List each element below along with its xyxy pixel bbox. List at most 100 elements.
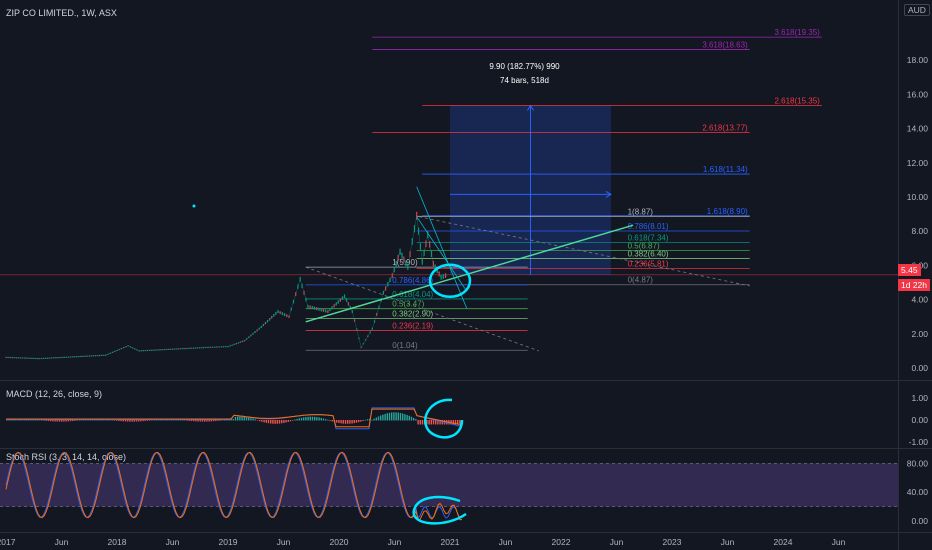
macd-histogram-bar [217, 420, 219, 421]
price-candle [5, 356, 7, 358]
macd-histogram-bar [140, 420, 142, 422]
macd-histogram-bar [252, 418, 254, 421]
macd-histogram-bar [318, 417, 320, 421]
macd-histogram-bar [74, 420, 76, 421]
macd-histogram-bar [215, 420, 217, 422]
macd-histogram-bar [144, 420, 146, 421]
currency-label[interactable]: AUD [904, 4, 930, 16]
x-tick-label: Jun [832, 537, 846, 547]
macd-histogram-bar [360, 420, 362, 422]
macd-histogram-bar [281, 420, 283, 424]
stoch-y-tick: 80.00 [907, 458, 929, 468]
macd-histogram-bar [457, 420, 459, 425]
macd-histogram-bar [298, 418, 300, 421]
macd-histogram-bar [146, 420, 149, 421]
macd-histogram-bar [421, 420, 424, 425]
macd-histogram-bar [340, 420, 342, 424]
macd-histogram-bar [239, 416, 241, 421]
macd-histogram-bar [336, 420, 338, 423]
dashed-trendline [305, 266, 539, 352]
price-series [5, 215, 448, 359]
macd-histogram-bar [327, 419, 329, 421]
macd-histogram-bar [342, 420, 344, 424]
ascending-trendline [305, 224, 634, 323]
macd-histogram-bar [45, 420, 47, 421]
fib-retracement-label: 0.5(6.87) [628, 242, 660, 251]
macd-histogram-bar [208, 420, 210, 422]
macd-histogram-bar [452, 420, 454, 425]
macd-histogram-bar [69, 420, 72, 422]
macd-histogram-bar [61, 420, 63, 422]
dashed-trendline [418, 216, 750, 287]
y-tick-label: 16.00 [907, 89, 929, 99]
macd-histogram-bar [76, 420, 78, 421]
macd-histogram-bar [373, 418, 375, 421]
x-tick-label: 2021 [441, 537, 460, 547]
macd-histogram-bar [377, 416, 380, 421]
annotation-dot [192, 204, 196, 208]
x-tick-label: 2023 [663, 537, 682, 547]
macd-histogram-bar [399, 412, 402, 421]
macd-histogram-bar [135, 420, 138, 422]
macd-histogram-bar [292, 420, 294, 421]
drawn-line [416, 216, 467, 292]
macd-histogram-bar [50, 420, 52, 422]
macd-histogram-bar [384, 413, 386, 421]
macd-histogram-bar [406, 414, 408, 421]
macd-histogram-bar [349, 420, 351, 424]
x-tick-label: Jun [610, 537, 624, 547]
macd-histogram-bar [223, 419, 226, 421]
macd-histogram-bar [131, 420, 133, 422]
x-tick-label: 2017 [0, 537, 16, 547]
macd-histogram-bar [320, 417, 322, 421]
macd-histogram-bar [437, 420, 439, 425]
macd-histogram-bar [263, 420, 265, 423]
macd-histogram-bar [307, 416, 309, 421]
macd-histogram-bar [124, 420, 127, 422]
y-tick-label: 2.00 [911, 329, 928, 339]
highlight-circle [428, 263, 472, 299]
macd-histogram-bar [118, 420, 120, 421]
macd-histogram-bar [212, 420, 215, 422]
x-tick-label: 2024 [774, 537, 793, 547]
x-tick-label: 2020 [330, 537, 349, 547]
macd-title: MACD (12, 26, close, 9) [6, 389, 102, 399]
macd-histogram-bar [206, 420, 208, 422]
macd-histogram-bar [287, 420, 289, 422]
macd-histogram-bar [113, 420, 116, 421]
macd-y-tick: -1.00 [909, 437, 929, 447]
macd-histogram-bar [314, 416, 316, 421]
macd-histogram-bar [300, 417, 303, 421]
macd-histogram-bar [391, 412, 393, 421]
fib-retracement-label: 0.236(2.19) [392, 322, 433, 331]
macd-histogram-bar [395, 412, 397, 421]
macd-y-tick: 1.00 [911, 393, 928, 403]
fib-extension-label: 2.618(13.77) [702, 124, 748, 133]
fib-retracement-label: 0.786(4.86) [392, 276, 433, 285]
highlight-circle [424, 398, 464, 439]
macd-histogram-bar [197, 420, 199, 422]
macd-signal-line [6, 408, 463, 428]
macd-histogram-bar [404, 414, 406, 421]
macd-histogram-bar [188, 420, 190, 421]
macd-histogram-bar [347, 420, 349, 424]
macd-histogram-bar [285, 420, 287, 423]
macd-histogram-bar [245, 417, 248, 421]
y-tick-label: 10.00 [907, 192, 929, 202]
macd-histogram-bar [43, 420, 45, 421]
stoch-k-line [5, 452, 463, 520]
macd-histogram-bar [210, 420, 212, 422]
y-tick-label: 18.00 [907, 55, 929, 65]
macd-histogram-bar [408, 415, 410, 421]
macd-histogram-bar [267, 420, 270, 424]
macd-histogram-bar [8, 419, 10, 421]
macd-histogram-bar [270, 420, 272, 424]
fib-retracement-label: 1(5.90) [392, 258, 418, 267]
macd-histogram-bar [116, 420, 118, 421]
macd-histogram-bar [366, 419, 369, 421]
macd-histogram-bar [186, 420, 188, 421]
macd-histogram-bar [375, 417, 377, 421]
macd-histogram-bar [296, 418, 298, 421]
chart-title: ZIP CO LIMITED., 1W, ASX [6, 8, 117, 18]
